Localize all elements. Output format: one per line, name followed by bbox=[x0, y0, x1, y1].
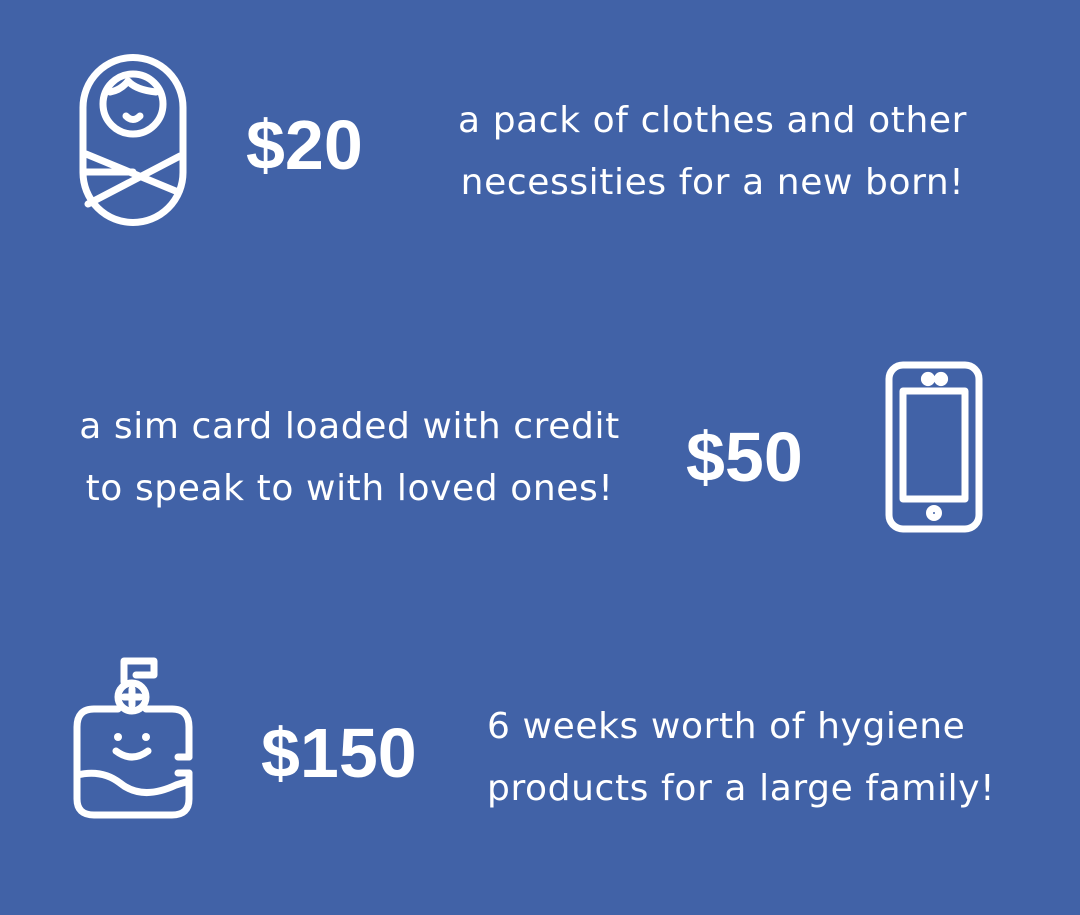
description-line: a sim card loaded with credit bbox=[79, 406, 620, 447]
description-150: 6 weeks worth of hygiene products for a … bbox=[487, 696, 1047, 820]
description-50: a sim card loaded with credit to speak t… bbox=[62, 396, 637, 520]
description-line: products for a large family! bbox=[487, 768, 996, 809]
description-line: 6 weeks worth of hygiene bbox=[487, 706, 966, 747]
price-20: $20 bbox=[246, 106, 363, 184]
soap-dispenser-icon bbox=[72, 657, 194, 819]
description-line: a pack of clothes and other bbox=[457, 100, 968, 141]
description-20: a pack of clothes and other necessities … bbox=[440, 90, 985, 214]
price-150: $150 bbox=[261, 714, 417, 792]
description-line: necessities for a new born! bbox=[460, 162, 965, 203]
mobile-phone-icon bbox=[885, 361, 983, 533]
price-50: $50 bbox=[686, 418, 803, 496]
swaddled-baby-icon bbox=[78, 54, 188, 226]
description-line: to speak to with loved ones! bbox=[85, 468, 614, 509]
